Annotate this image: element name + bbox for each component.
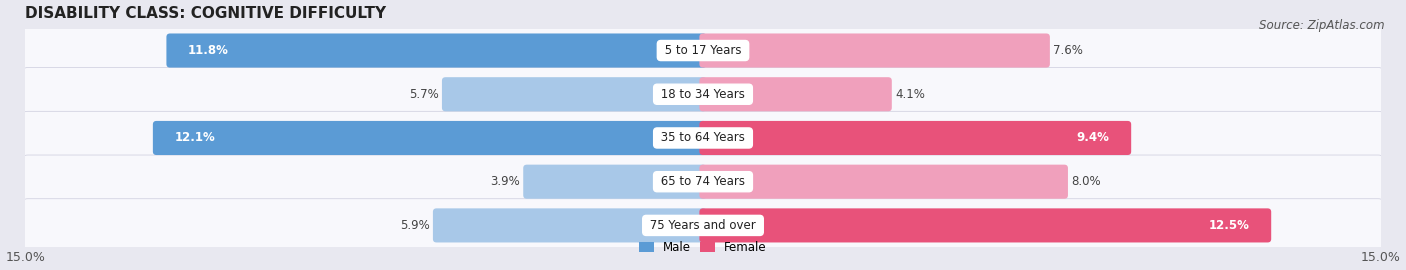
Text: 11.8%: 11.8%	[188, 44, 229, 57]
Text: 12.1%: 12.1%	[174, 131, 215, 144]
Legend: Male, Female: Male, Female	[634, 237, 772, 259]
FancyBboxPatch shape	[21, 68, 1385, 121]
FancyBboxPatch shape	[699, 208, 1271, 242]
FancyBboxPatch shape	[153, 121, 707, 155]
Text: 65 to 74 Years: 65 to 74 Years	[657, 175, 749, 188]
Text: 5.9%: 5.9%	[399, 219, 430, 232]
Text: 5 to 17 Years: 5 to 17 Years	[661, 44, 745, 57]
FancyBboxPatch shape	[699, 77, 891, 111]
Text: 18 to 34 Years: 18 to 34 Years	[657, 88, 749, 101]
Text: 3.9%: 3.9%	[491, 175, 520, 188]
Text: DISABILITY CLASS: COGNITIVE DIFFICULTY: DISABILITY CLASS: COGNITIVE DIFFICULTY	[25, 6, 387, 21]
FancyBboxPatch shape	[699, 165, 1069, 199]
Text: 12.5%: 12.5%	[1209, 219, 1250, 232]
Text: Source: ZipAtlas.com: Source: ZipAtlas.com	[1260, 19, 1385, 32]
Text: 4.1%: 4.1%	[896, 88, 925, 101]
Text: 75 Years and over: 75 Years and over	[647, 219, 759, 232]
FancyBboxPatch shape	[433, 208, 707, 242]
FancyBboxPatch shape	[699, 33, 1050, 68]
Text: 5.7%: 5.7%	[409, 88, 439, 101]
FancyBboxPatch shape	[166, 33, 707, 68]
FancyBboxPatch shape	[21, 24, 1385, 77]
Text: 9.4%: 9.4%	[1077, 131, 1109, 144]
Text: 8.0%: 8.0%	[1071, 175, 1101, 188]
FancyBboxPatch shape	[21, 199, 1385, 252]
FancyBboxPatch shape	[523, 165, 707, 199]
Text: 35 to 64 Years: 35 to 64 Years	[657, 131, 749, 144]
Text: 7.6%: 7.6%	[1053, 44, 1083, 57]
FancyBboxPatch shape	[699, 121, 1132, 155]
FancyBboxPatch shape	[21, 155, 1385, 208]
FancyBboxPatch shape	[441, 77, 707, 111]
FancyBboxPatch shape	[21, 111, 1385, 165]
